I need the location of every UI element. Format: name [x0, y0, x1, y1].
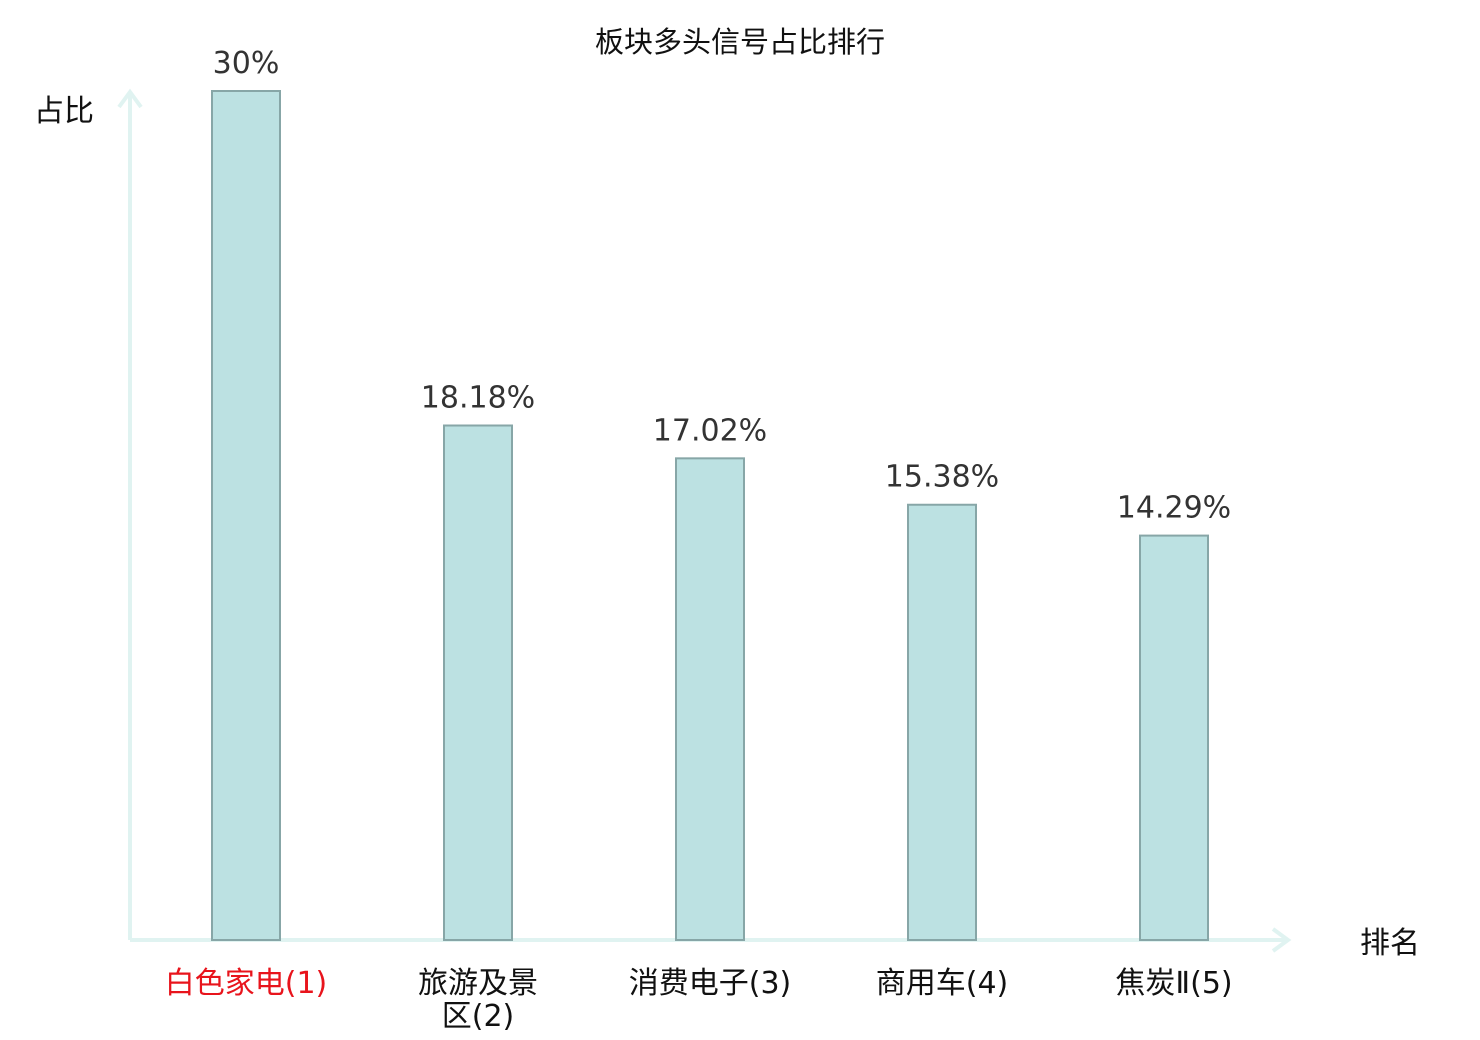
value-labels: 30% 18.18% 17.02% 15.38% 14.29%	[213, 46, 1232, 526]
bar-3	[675, 457, 745, 941]
y-axis-arrow	[117, 88, 143, 109]
bar-4	[907, 503, 977, 941]
category-label-2-line-1: 旅游及景	[418, 966, 538, 1001]
value-label-3: 17.02%	[653, 413, 767, 448]
category-label-2-line-2: 区(2)	[442, 999, 515, 1034]
value-label-1: 30%	[213, 46, 280, 81]
value-label-2: 18.18%	[421, 381, 535, 416]
x-axis-arrow	[1271, 927, 1292, 953]
x-axis-label: 排名	[1360, 926, 1420, 961]
bar-1	[211, 90, 281, 941]
bar-5	[1139, 534, 1209, 942]
category-label-3: 消费电子(3)	[629, 966, 792, 1001]
bar-series	[211, 90, 1209, 942]
category-label-1: 白色家电(1)	[165, 966, 328, 1001]
y-axis-label: 占比	[34, 94, 94, 129]
value-label-5: 14.29%	[1117, 491, 1231, 526]
value-label-4: 15.38%	[885, 460, 999, 495]
chart-title: 板块多头信号占比排行	[595, 25, 885, 59]
category-label-4: 商用车(4)	[876, 966, 1009, 1001]
bar-2	[443, 424, 513, 942]
category-label-5: 焦炭Ⅱ(5)	[1115, 966, 1232, 1001]
